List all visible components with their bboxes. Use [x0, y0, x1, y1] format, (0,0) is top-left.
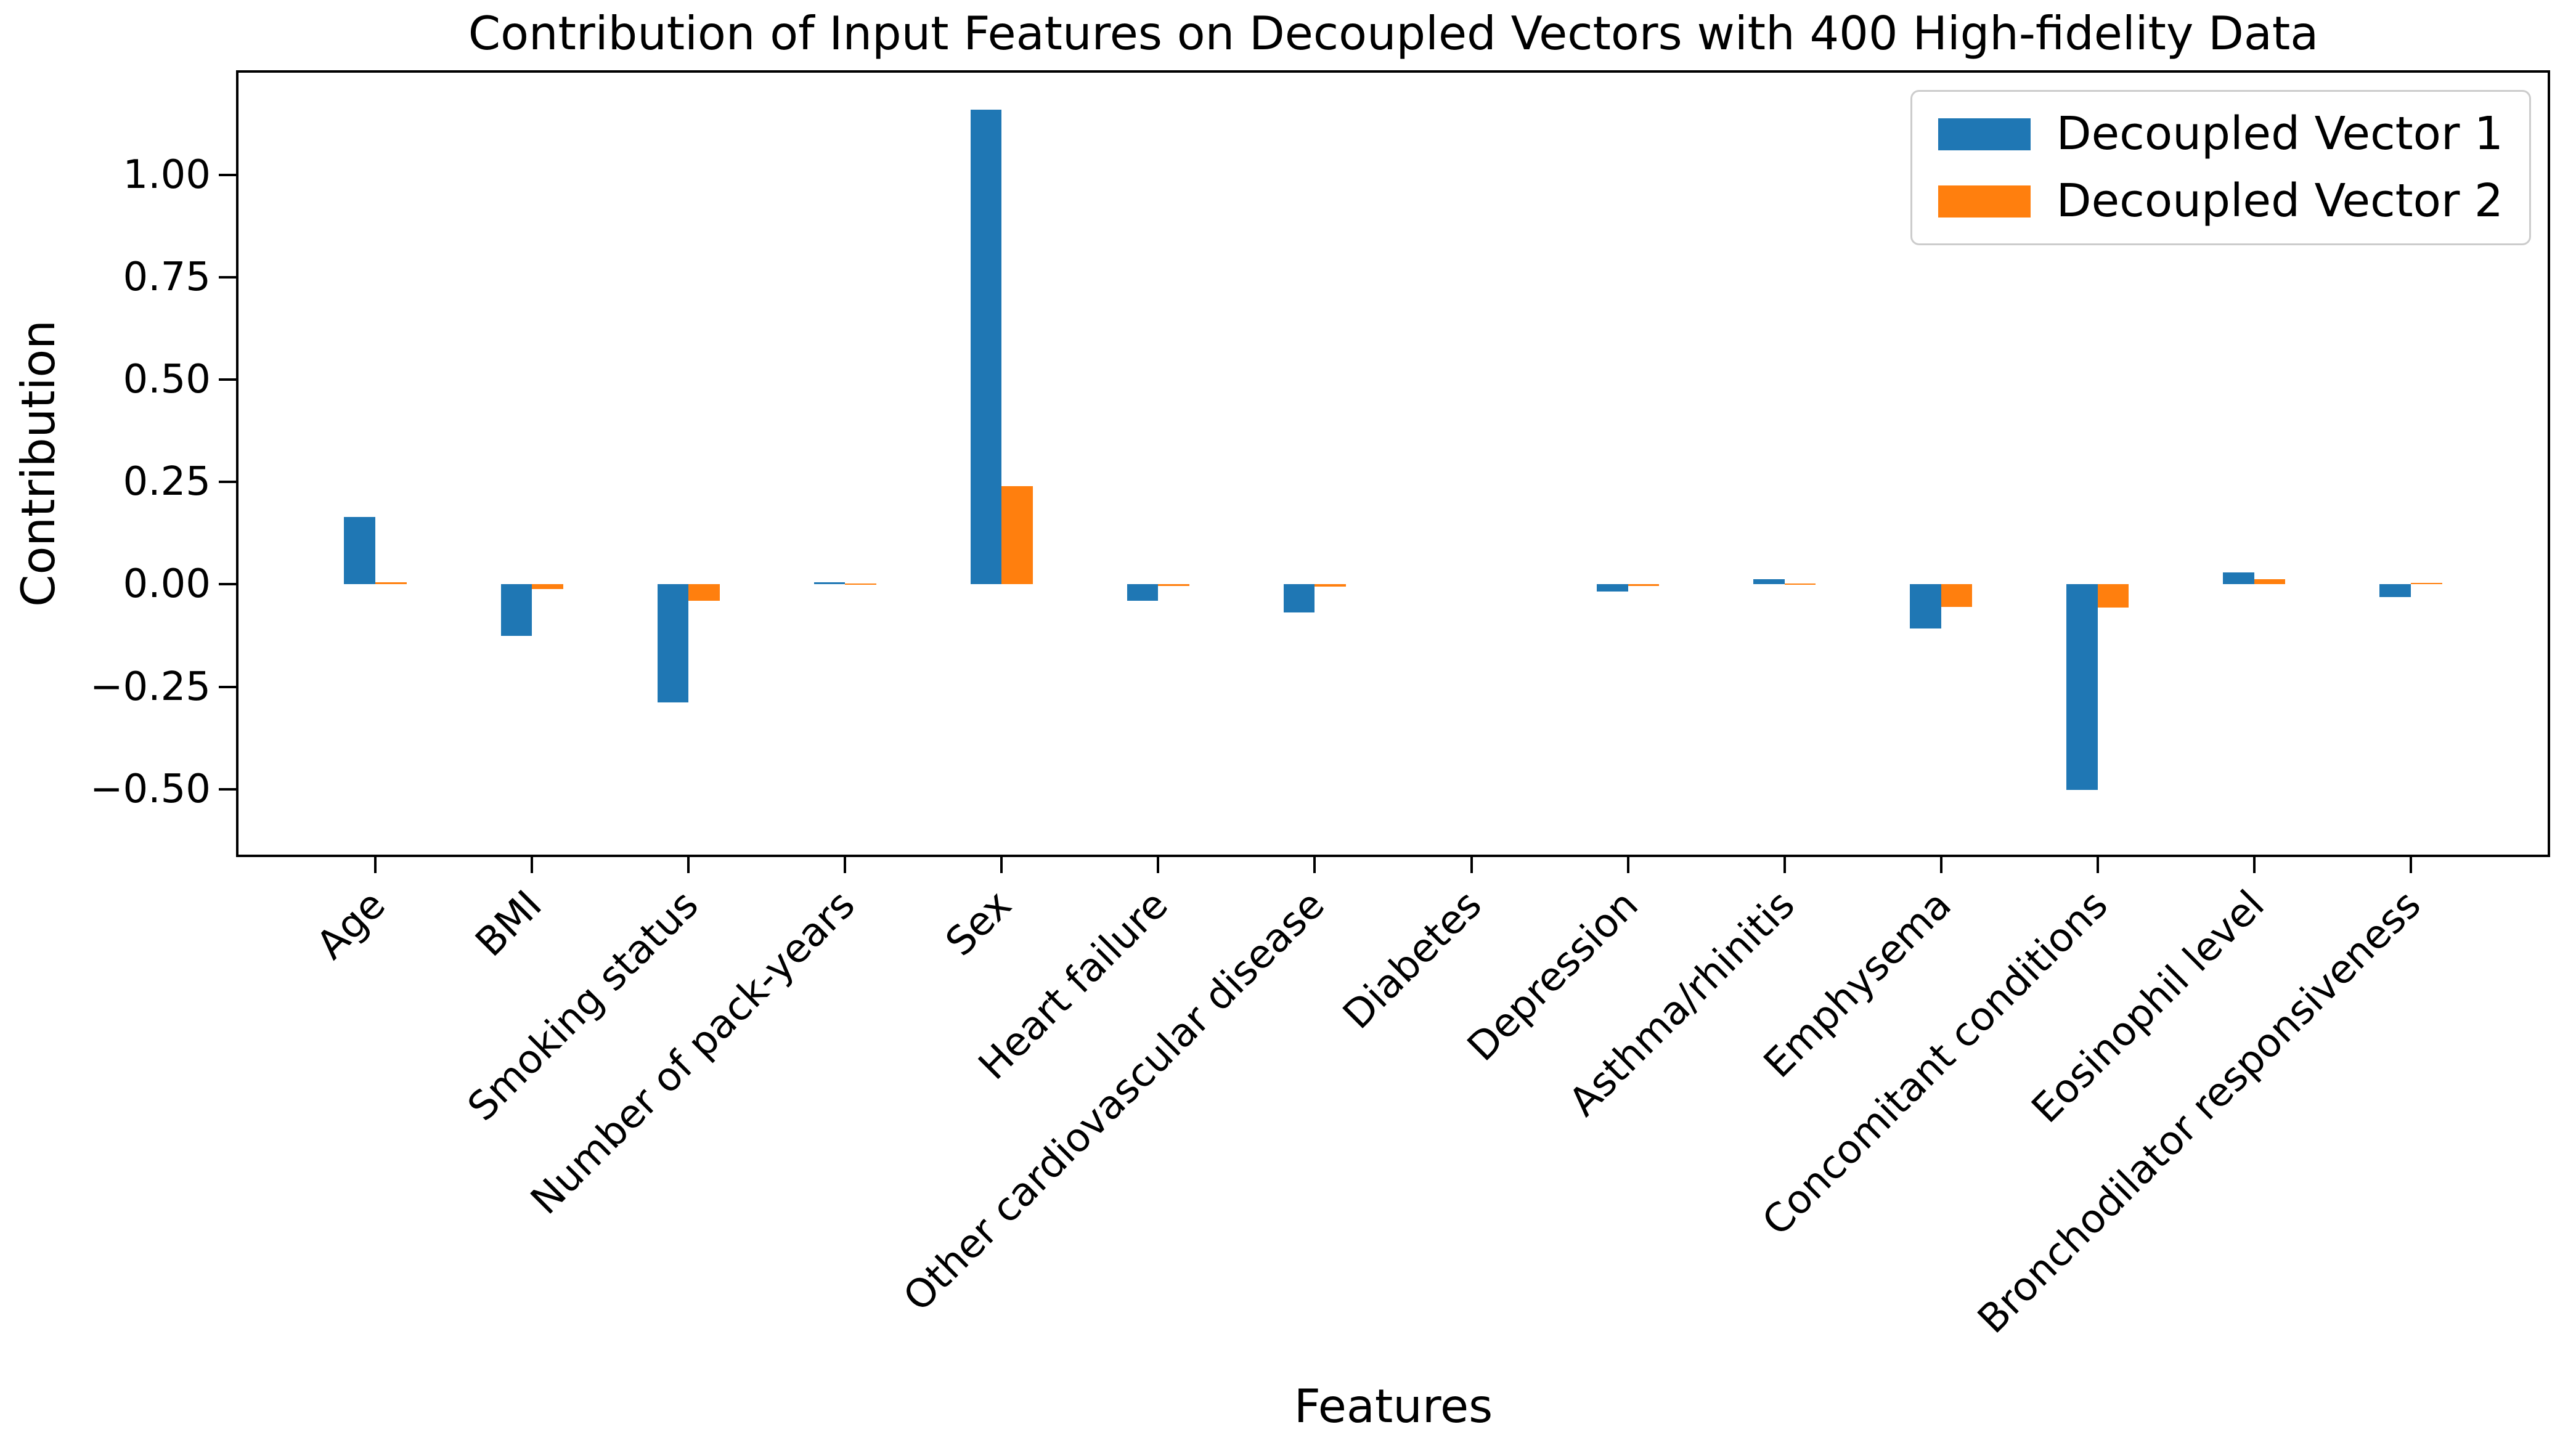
bar-decoupled-vector-2 — [532, 584, 564, 590]
bar-decoupled-vector-2 — [1001, 486, 1033, 585]
legend-label: Decoupled Vector 1 — [2056, 107, 2503, 160]
y-tick-label: −0.25 — [89, 664, 211, 710]
x-tick — [1939, 857, 1942, 873]
bar-decoupled-vector-1 — [2222, 572, 2254, 585]
legend-label: Decoupled Vector 2 — [2056, 174, 2503, 228]
x-tick — [1626, 857, 1629, 873]
x-tick-label: Age — [308, 882, 395, 969]
bar-decoupled-vector-1 — [970, 109, 1002, 585]
bar-decoupled-vector-2 — [1158, 584, 1190, 587]
x-axis-label: Features — [1294, 1379, 1493, 1433]
bar-decoupled-vector-1 — [1127, 584, 1159, 601]
y-tick-label: 0.75 — [123, 254, 211, 301]
legend-swatch — [1938, 185, 2031, 218]
x-tick — [374, 857, 377, 873]
bar-decoupled-vector-1 — [2379, 584, 2411, 598]
bar-decoupled-vector-1 — [1753, 579, 1785, 585]
x-tick — [1470, 857, 1473, 873]
bar-decoupled-vector-1 — [1283, 584, 1315, 612]
chart-title: Contribution of Input Features on Decoup… — [468, 6, 2319, 60]
y-tick — [219, 174, 236, 177]
y-tick — [219, 685, 236, 688]
x-tick — [2252, 857, 2256, 873]
x-tick — [1783, 857, 1786, 873]
legend-entry: Decoupled Vector 1 — [1938, 107, 2503, 160]
x-tick — [1000, 857, 1003, 873]
y-tick — [219, 583, 236, 586]
bar-decoupled-vector-1 — [813, 582, 846, 585]
x-tick-label: Number of pack-years — [523, 882, 865, 1224]
bar-decoupled-vector-1 — [2066, 584, 2098, 790]
x-tick — [531, 857, 534, 873]
y-tick-label: 1.00 — [123, 152, 211, 198]
y-tick — [219, 481, 236, 484]
x-tick-label: Diabetes — [1334, 882, 1491, 1038]
y-tick-label: 0.50 — [123, 357, 211, 403]
x-tick — [1157, 857, 1160, 873]
bar-decoupled-vector-2 — [2097, 584, 2129, 608]
y-tick-label: 0.25 — [123, 459, 211, 505]
bar-decoupled-vector-1 — [344, 516, 376, 585]
x-tick — [687, 857, 690, 873]
bar-decoupled-vector-2 — [2410, 582, 2442, 585]
y-tick-label: 0.00 — [123, 561, 211, 608]
bar-decoupled-vector-2 — [375, 582, 407, 585]
bar-decoupled-vector-2 — [1784, 584, 1816, 585]
bar-decoupled-vector-2 — [1628, 584, 1660, 587]
y-tick — [219, 378, 236, 381]
bar-decoupled-vector-2 — [2254, 579, 2286, 585]
x-tick — [1313, 857, 1316, 873]
legend-swatch — [1938, 118, 2031, 150]
x-tick — [844, 857, 847, 873]
bar-decoupled-vector-1 — [1909, 584, 1941, 629]
x-tick — [2409, 857, 2412, 873]
y-tick — [219, 276, 236, 279]
bar-decoupled-vector-1 — [1596, 584, 1628, 592]
bar-decoupled-vector-1 — [657, 584, 689, 703]
y-tick — [219, 787, 236, 791]
x-tick — [2096, 857, 2099, 873]
bar-decoupled-vector-2 — [688, 584, 720, 601]
x-tick-label: Sex — [937, 882, 1021, 966]
legend-entry: Decoupled Vector 2 — [1938, 174, 2503, 228]
y-tick-label: −0.50 — [89, 766, 211, 812]
bar-decoupled-vector-2 — [845, 584, 877, 585]
bar-decoupled-vector-2 — [1315, 584, 1347, 587]
legend: Decoupled Vector 1 Decoupled Vector 2 — [1910, 90, 2531, 246]
bar-decoupled-vector-2 — [1941, 584, 1973, 608]
bar-decoupled-vector-1 — [500, 584, 532, 636]
x-tick-label: BMI — [467, 882, 552, 966]
